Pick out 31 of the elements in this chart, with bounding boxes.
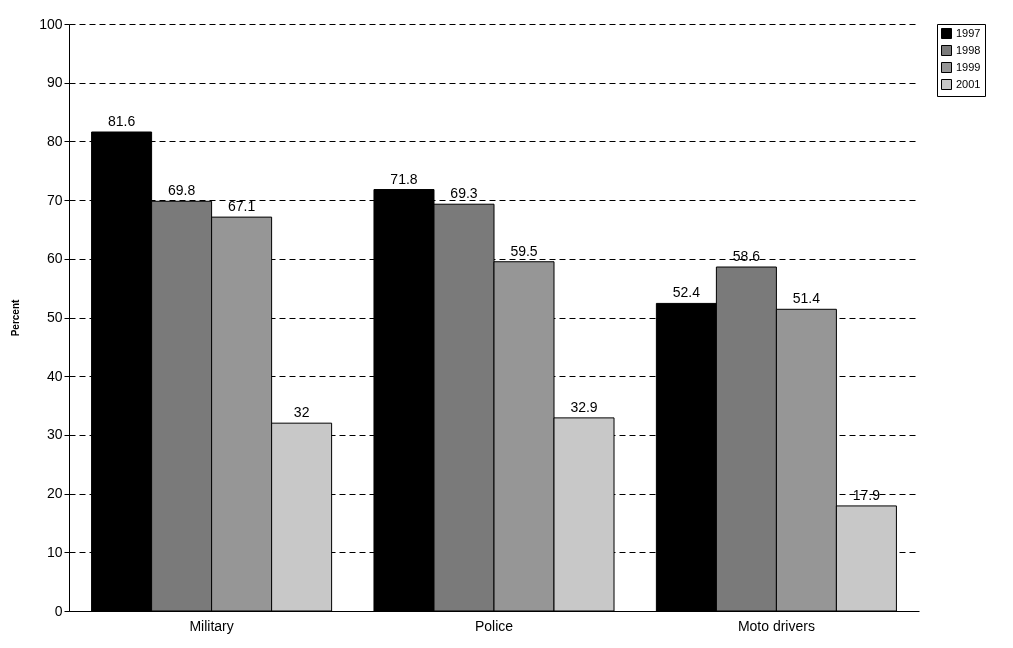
- y-tick-label: 50: [46, 309, 63, 325]
- x-tick-label: Police: [474, 617, 514, 634]
- legend-label: 1998: [956, 43, 981, 56]
- x-tick-label: Military: [189, 617, 234, 634]
- y-tick-label: 70: [46, 191, 63, 208]
- y-tick-label: 40: [46, 367, 63, 384]
- y-tick-label: 0: [54, 602, 63, 619]
- y-tick-label: 20: [46, 485, 63, 502]
- y-axis-title: Percent: [10, 298, 22, 337]
- y-tick-label: 90: [46, 74, 63, 91]
- y-tick-label: 60: [46, 250, 63, 267]
- data-label: 59.5: [510, 242, 538, 259]
- data-label: 52.4: [672, 284, 701, 301]
- data-label: 71.8: [390, 170, 418, 187]
- data-label: 69.8: [167, 182, 196, 199]
- data-label: 32: [293, 404, 310, 421]
- data-label: 32.9: [570, 398, 598, 415]
- y-tick-label: 100: [39, 15, 63, 32]
- legend-label: 1999: [956, 60, 981, 73]
- data-label: 51.4: [792, 290, 821, 307]
- data-label: 69.3: [450, 185, 478, 202]
- y-tick-label: 80: [46, 132, 63, 149]
- data-label: 58.6: [732, 248, 761, 265]
- data-label: 67.1: [227, 198, 256, 215]
- legend-label: 1997: [956, 26, 981, 39]
- x-tick-label: Moto drivers: [737, 617, 815, 634]
- data-label: 17.9: [852, 486, 881, 503]
- y-tick-label: 30: [46, 426, 63, 443]
- legend-label: 2001: [956, 77, 981, 90]
- data-label: 81.6: [107, 113, 136, 130]
- y-tick-label: 10: [46, 543, 63, 560]
